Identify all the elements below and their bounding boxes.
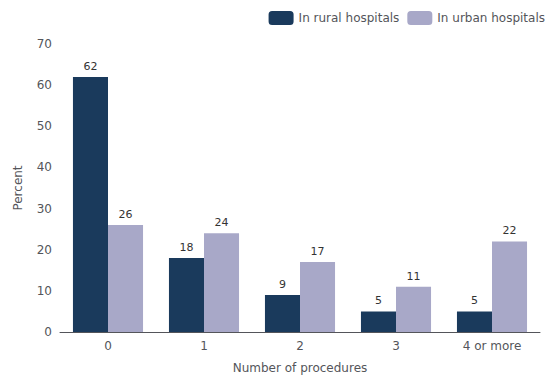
svg-text:10: 10 (37, 284, 52, 298)
svg-text:3: 3 (392, 339, 400, 353)
svg-text:30: 30 (37, 202, 52, 216)
svg-text:17: 17 (311, 245, 325, 258)
svg-text:In urban hospitals: In urban hospitals (437, 11, 545, 25)
svg-text:0: 0 (44, 325, 52, 339)
svg-text:In rural hospitals: In rural hospitals (299, 11, 400, 25)
svg-text:Number of procedures: Number of procedures (233, 361, 368, 375)
svg-text:4 or more: 4 or more (463, 339, 522, 353)
svg-text:22: 22 (503, 224, 517, 237)
svg-text:1: 1 (200, 339, 208, 353)
svg-text:18: 18 (179, 241, 193, 254)
svg-text:11: 11 (407, 270, 421, 283)
svg-text:62: 62 (83, 60, 97, 73)
svg-text:26: 26 (119, 208, 133, 221)
svg-text:20: 20 (37, 243, 52, 257)
svg-text:24: 24 (215, 216, 229, 229)
svg-text:50: 50 (37, 119, 52, 133)
svg-text:Percent: Percent (11, 165, 25, 210)
svg-text:60: 60 (37, 78, 52, 92)
svg-text:5: 5 (375, 294, 382, 307)
svg-text:2: 2 (296, 339, 304, 353)
svg-text:5: 5 (471, 294, 478, 307)
svg-text:40: 40 (37, 160, 52, 174)
svg-text:9: 9 (279, 278, 286, 291)
svg-text:0: 0 (104, 339, 112, 353)
svg-text:70: 70 (37, 37, 52, 51)
